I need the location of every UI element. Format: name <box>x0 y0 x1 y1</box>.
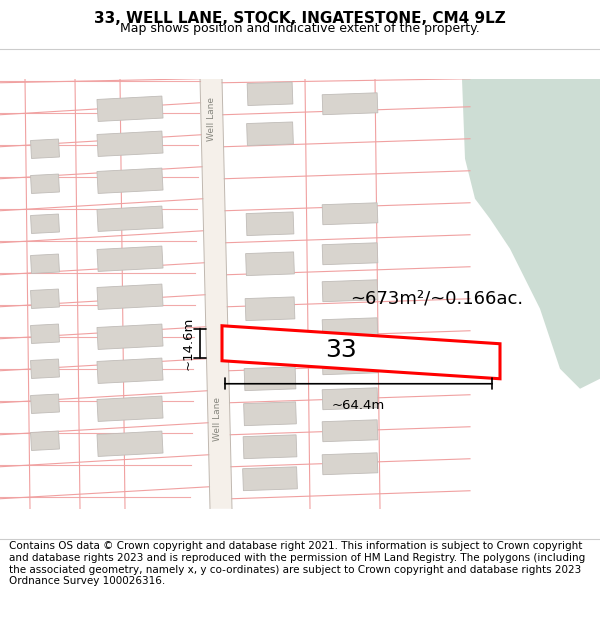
Polygon shape <box>244 402 296 426</box>
Polygon shape <box>245 332 295 356</box>
Polygon shape <box>97 358 163 383</box>
Polygon shape <box>31 289 59 309</box>
Polygon shape <box>97 131 163 156</box>
Polygon shape <box>247 82 293 106</box>
Polygon shape <box>97 96 163 121</box>
Polygon shape <box>322 452 378 475</box>
Text: 33, WELL LANE, STOCK, INGATESTONE, CM4 9LZ: 33, WELL LANE, STOCK, INGATESTONE, CM4 9… <box>94 11 506 26</box>
Polygon shape <box>31 394 59 414</box>
Polygon shape <box>322 242 378 265</box>
Polygon shape <box>322 280 378 302</box>
Polygon shape <box>322 202 378 225</box>
Text: Well Lane: Well Lane <box>214 397 223 441</box>
Polygon shape <box>245 297 295 321</box>
Polygon shape <box>222 326 500 379</box>
Polygon shape <box>242 467 298 491</box>
Polygon shape <box>245 252 295 276</box>
Polygon shape <box>31 174 59 194</box>
Text: Contains OS data © Crown copyright and database right 2021. This information is : Contains OS data © Crown copyright and d… <box>9 541 585 586</box>
Polygon shape <box>97 246 163 271</box>
Polygon shape <box>97 284 163 309</box>
Polygon shape <box>97 324 163 349</box>
Text: ~14.6m: ~14.6m <box>182 316 195 370</box>
Polygon shape <box>247 122 293 146</box>
Text: Well Lane: Well Lane <box>206 97 215 141</box>
Polygon shape <box>246 212 294 236</box>
Polygon shape <box>322 318 378 340</box>
Polygon shape <box>31 359 59 379</box>
Polygon shape <box>322 388 378 410</box>
Polygon shape <box>243 435 297 459</box>
Polygon shape <box>97 431 163 456</box>
Polygon shape <box>244 367 296 391</box>
Polygon shape <box>31 254 59 274</box>
Text: 33: 33 <box>325 338 357 362</box>
Polygon shape <box>97 206 163 231</box>
Polygon shape <box>31 431 59 451</box>
Polygon shape <box>97 168 163 193</box>
Polygon shape <box>31 139 59 159</box>
Polygon shape <box>31 214 59 234</box>
Polygon shape <box>31 324 59 344</box>
Text: ~64.4m: ~64.4m <box>332 399 385 412</box>
Text: ~673m²/~0.166ac.: ~673m²/~0.166ac. <box>350 290 523 308</box>
Text: Map shows position and indicative extent of the property.: Map shows position and indicative extent… <box>120 22 480 35</box>
Polygon shape <box>322 420 378 442</box>
Polygon shape <box>200 79 232 509</box>
Polygon shape <box>322 352 378 375</box>
Polygon shape <box>462 79 600 389</box>
Polygon shape <box>322 92 378 115</box>
Polygon shape <box>97 396 163 421</box>
